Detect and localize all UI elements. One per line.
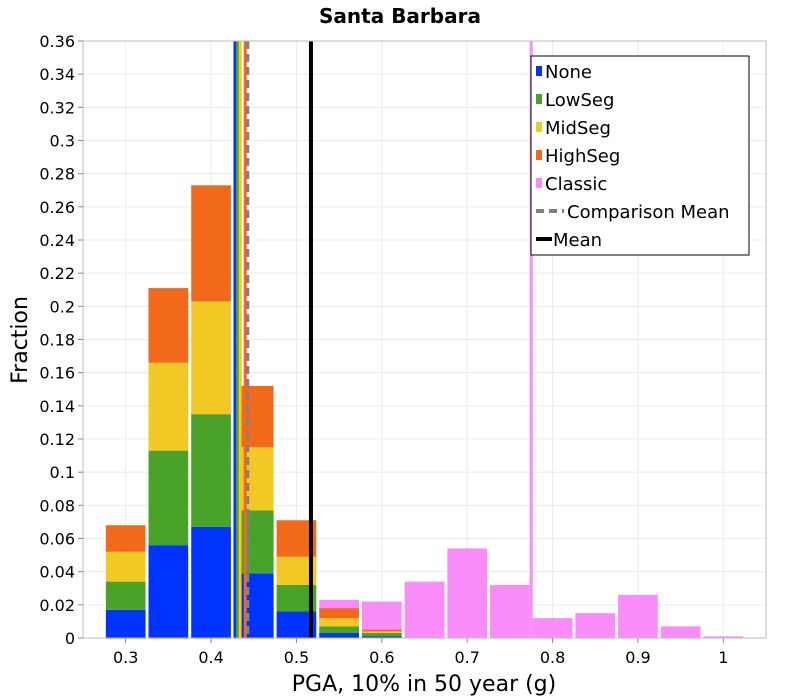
x-tick-label: 0.8 [540, 648, 565, 667]
y-tick-label: 0.12 [39, 430, 75, 449]
y-tick-label: 0.2 [50, 297, 75, 316]
x-tick-label: 0.6 [369, 648, 394, 667]
bar-none [319, 633, 359, 638]
x-tick-label: 0.4 [198, 648, 223, 667]
mean-lines [233, 41, 533, 638]
legend: None LowSeg MidSeg HighSeg Classic Comparison… [530, 55, 750, 256]
bar-classic [404, 581, 445, 638]
y-tick-label: 0.18 [39, 331, 75, 350]
bar-highseg [148, 288, 189, 363]
chart-title: Santa Barbara [319, 4, 481, 28]
y-axis-title: Fraction [8, 296, 33, 384]
bar-classic [532, 618, 573, 638]
legend-swatch [536, 66, 542, 76]
y-tick-label: 0.24 [39, 231, 75, 250]
bar-midseg [319, 618, 359, 627]
legend-entries: None LowSeg MidSeg HighSeg Classic Comparison… [536, 62, 730, 251]
y-tick-label: 0.3 [50, 132, 75, 151]
y-tick-label: 0.26 [39, 198, 75, 217]
legend-label: None [545, 62, 592, 83]
legend-label: LowSeg [545, 90, 614, 111]
bar-highseg [361, 629, 402, 632]
bar-none [361, 636, 402, 638]
bar-highseg [319, 608, 359, 619]
y-tick-label: 0.22 [39, 264, 75, 283]
legend-swatch [536, 122, 542, 132]
bar-classic [660, 626, 701, 638]
legend-label: Mean [553, 230, 602, 251]
bar-classic [703, 636, 744, 638]
x-tick-label: 0.5 [284, 648, 309, 667]
bar-midseg [105, 551, 146, 582]
y-tick-label: 0 [65, 629, 75, 648]
bar-midseg [191, 301, 231, 415]
bar-lowseg [105, 581, 146, 610]
x-tick-label: 0.3 [113, 648, 138, 667]
y-tick-label: 0.16 [39, 364, 75, 383]
x-tick-label: 0.9 [625, 648, 650, 667]
y-tick-label: 0.06 [39, 530, 75, 549]
legend-label: Comparison Mean [567, 202, 730, 223]
y-tick-label: 0.36 [39, 32, 75, 51]
x-axis-title: PGA, 10% in 50 year (g) [292, 672, 556, 697]
y-tick-label: 0.14 [39, 397, 75, 416]
y-tick-label: 0.28 [39, 165, 75, 184]
bar-classic [490, 584, 530, 638]
bar-highseg [105, 525, 146, 552]
y-tick-label: 0.08 [39, 496, 75, 515]
legend-label: MidSeg [545, 118, 611, 139]
legend-swatch [536, 150, 542, 160]
x-tick-label: 1 [718, 648, 728, 667]
bar-none [191, 526, 231, 638]
bar-none [105, 609, 146, 638]
x-tick-label: 0.7 [454, 648, 479, 667]
y-tick-label: 0.04 [39, 563, 75, 582]
bar-lowseg [148, 450, 189, 546]
legend-box [530, 55, 750, 256]
bar-lowseg [319, 626, 359, 634]
bar-classic [447, 548, 488, 638]
legend-label: Classic [545, 174, 607, 195]
bar-midseg [148, 362, 189, 451]
y-tick-label: 0.1 [50, 463, 75, 482]
bar-highseg [191, 185, 231, 302]
x-axis-ticks: 0.3 0.4 0.5 0.6 0.7 0.8 0.9 1 [113, 638, 728, 667]
legend-label: HighSeg [545, 146, 620, 167]
y-tick-label: 0.34 [39, 65, 75, 84]
bar-classic [618, 594, 658, 638]
legend-swatch [536, 178, 542, 188]
y-axis-ticks: 0 0.02 0.04 0.06 0.08 0.1 0.12 0.14 0.16 0.18 0.2 0… [39, 32, 83, 648]
bar-classic [575, 613, 616, 638]
legend-swatch [536, 94, 542, 104]
bar-none [148, 545, 189, 638]
y-tick-label: 0.02 [39, 596, 75, 615]
bar-midseg [361, 631, 402, 634]
y-tick-label: 0.32 [39, 98, 75, 117]
bar-lowseg [361, 633, 402, 637]
bar-lowseg [191, 414, 231, 527]
